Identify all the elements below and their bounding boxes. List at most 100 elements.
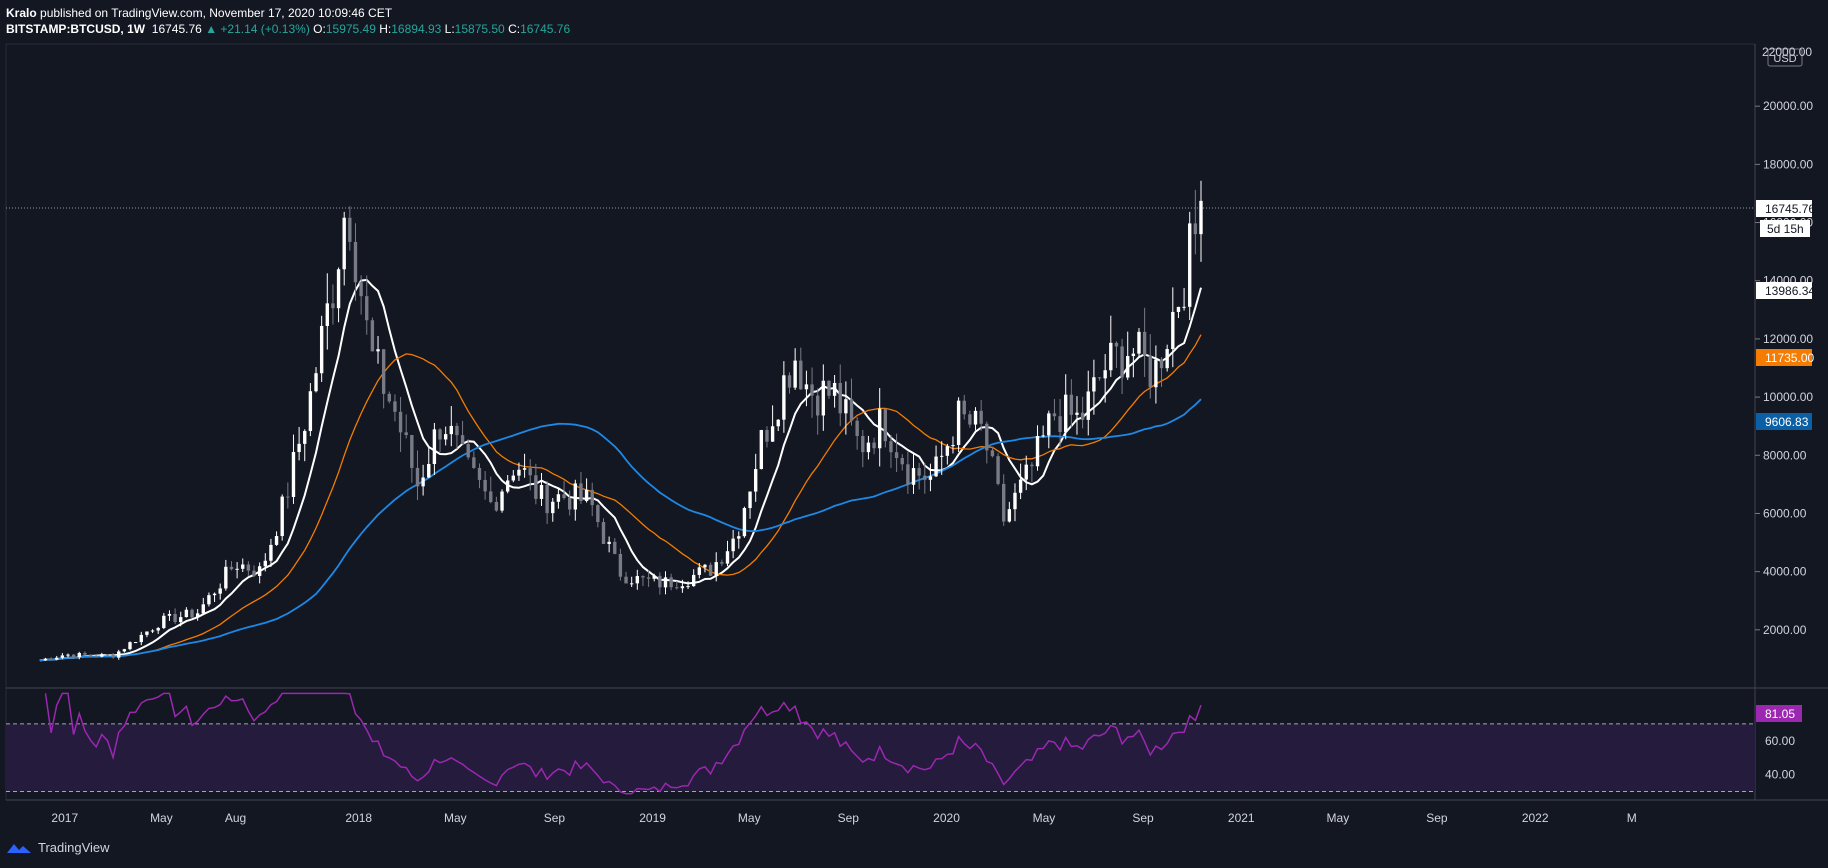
candle-body [906,464,910,485]
candle-body [601,522,606,544]
candle-body [1148,355,1152,388]
candle-body [286,496,290,498]
publish-info: published on TradingView.com, November 1… [40,6,393,20]
time-tick-label: 2022 [1522,811,1549,825]
candle-body [365,296,369,321]
candle-body [71,654,76,658]
candle-body [956,400,961,445]
time-tick-label: 2019 [639,811,666,825]
candle-body [1097,377,1102,379]
candle-body [827,380,831,396]
candle-body [404,432,408,436]
candle-body [229,566,234,570]
candle-body [173,613,177,623]
candle-body [562,494,566,498]
ma-orange-line [39,334,1202,662]
candle-body [449,425,453,435]
candle-body [720,562,724,564]
candle-body [686,586,690,588]
low-label: L: [444,22,455,36]
candle-body [629,583,634,585]
candle-body [697,567,702,575]
open-label: O: [313,22,326,36]
price-change: +21.14 (+0.13%) [220,22,310,36]
candle-body [421,477,425,487]
time-tick-label: May [738,811,761,825]
rsi-value-badge: 81.05 [1756,705,1802,722]
candle-body [460,435,465,445]
candle-body [652,575,656,579]
candle-body [849,399,854,421]
candle-body [962,400,966,415]
candle-body [1047,413,1051,436]
candle-body [235,568,239,570]
candle-body [60,655,65,658]
author-name[interactable]: Kralo [6,6,37,20]
candle-body [556,494,561,502]
candle-body [224,566,228,589]
candle-body [1002,483,1006,522]
candle-body [342,217,346,270]
candle-body [145,631,149,635]
candle-body [765,430,769,442]
candle-body [1058,416,1062,432]
price-tick-label: 4000.00 [1763,565,1807,579]
candle-body [257,566,262,576]
candle-body [1188,223,1192,307]
candle-body [1137,331,1141,354]
candle-body [810,384,814,396]
close-label: C: [508,22,521,36]
candle-body [274,536,279,545]
candle-body [139,634,143,643]
candle-body [427,463,431,478]
candle-body [1142,331,1147,356]
candle-body [1069,394,1074,415]
currency-badge[interactable]: USD [1767,48,1803,67]
candle-body [545,484,549,514]
time-axis[interactable]: 2017 May Aug 2018 May Sep 2019 May Sep 2020 May Sep… [51,811,1636,825]
candle-body [122,649,127,652]
candle-body [799,360,803,390]
price-tick-label: 20000.00 [1763,99,1813,113]
candle-body [393,401,397,412]
currency-label: USD [1773,53,1796,65]
candle-body [866,442,871,453]
time-tick-label: Aug [225,811,246,825]
time-tick-label: 2021 [1228,811,1255,825]
candle-body [297,443,301,453]
rsi-tick-label: 40.00 [1765,768,1795,782]
candle-body [190,609,194,618]
candle-body [855,420,859,436]
candle-body [472,457,476,468]
candle-body [1103,370,1107,379]
candle-body [319,325,324,374]
candle-body [567,497,572,510]
candle-body [1114,342,1119,347]
footer-brand[interactable]: TradingView [6,840,110,855]
candle-body [1013,492,1017,510]
candle-body [1052,413,1057,417]
price-tick-label: 18000.00 [1763,157,1813,171]
candle-body [246,564,251,571]
close-value: 16745.76 [520,22,571,36]
candle-body [167,613,172,616]
time-tick-label: Sep [838,811,860,825]
candle-body [838,382,842,414]
candle-body [1075,412,1079,415]
symbol-name[interactable]: BITSTAMP:BTCUSD, 1W [6,22,146,36]
candle-body [314,373,318,392]
price-top-tick: 22000.00 [1762,45,1812,59]
candle-body [894,452,899,459]
candle-body [917,468,921,476]
candle-body [466,444,470,458]
symbol-legend: BITSTAMP:BTCUSD, 1W 16745.76 ▲ +21.14 (+… [6,21,570,37]
candle-body [438,429,442,440]
candle-body [883,408,888,442]
candle-body [415,467,420,487]
ma-blue-line [39,398,1202,662]
countdown-badge: 5d 15h [1760,220,1810,237]
candle-body [940,455,944,457]
candle-body [212,593,217,596]
candle-body [776,419,780,427]
